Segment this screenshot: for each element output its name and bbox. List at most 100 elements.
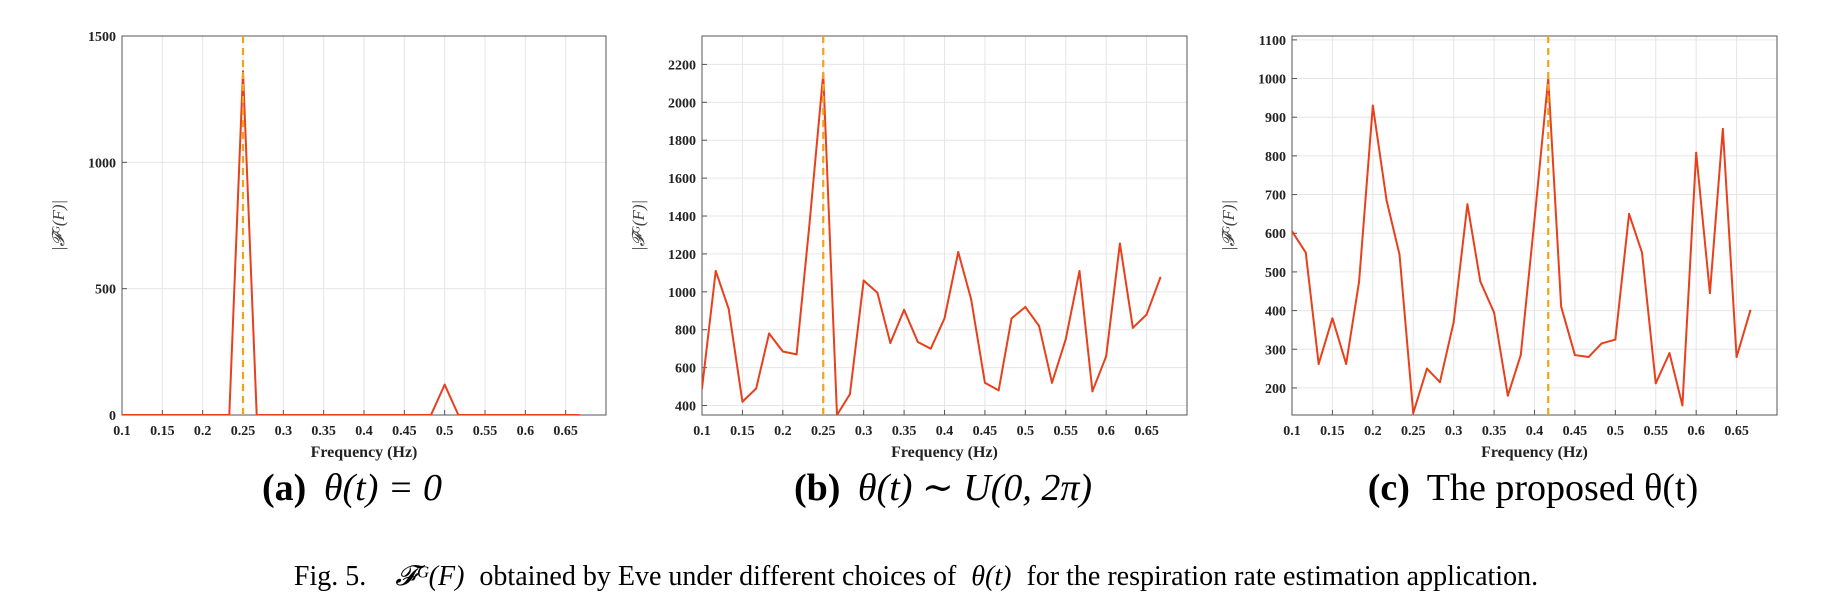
panel-b-point-4 <box>755 387 758 390</box>
panel-c-title: (c) The proposed θ(t) <box>1368 467 1698 509</box>
panel-b-point-18 <box>943 317 946 320</box>
panel-b-point-12 <box>862 279 865 282</box>
panel-b: 0.1 0.15 0.2 0.25 0.3 0.35 0.4 0.45 0.5 0.55 0.6 0.… <box>629 35 1188 461</box>
panel-b-ylabel: |𝓕ᴳ(F)| <box>629 200 648 251</box>
panel-a-ytick-label-2: 1000 <box>88 156 116 171</box>
panel-c-point-13 <box>1466 203 1469 206</box>
panel-b-point-20 <box>970 298 973 301</box>
figure-caption: Fig. 5. 𝓕ᴳ(F) obtained by Eve under diff… <box>294 561 1538 592</box>
panel-b-xtick-label-9: 0.55 <box>1054 424 1079 439</box>
panel-a-label: (a) <box>262 467 306 509</box>
panel-c-point-25 <box>1628 212 1631 215</box>
panel-b-point-31 <box>1118 242 1121 245</box>
panel-c-point-21 <box>1573 354 1576 357</box>
panel-a-ytick-label-3: 1500 <box>88 30 116 45</box>
panel-a-point-13 <box>296 414 299 415</box>
panel-c-ytick-label-1: 300 <box>1265 343 1286 358</box>
panel-b-xtick-label-3: 0.25 <box>811 424 836 439</box>
caption-text-1: obtained by Eve under different choices … <box>479 561 957 592</box>
panel-a-point-30 <box>524 414 527 415</box>
panel-c-point-1 <box>1304 251 1307 254</box>
panel-c-ytick-label-8: 1000 <box>1258 73 1286 88</box>
panel-a-ytick-label-1: 500 <box>95 283 116 298</box>
panel-a-point-7 <box>215 414 218 415</box>
panel-b-ytick-label-9: 2200 <box>668 58 696 73</box>
panel-a-xtick-label-10: 0.6 <box>517 424 535 439</box>
panel-c-point-30 <box>1695 151 1698 154</box>
panel-b-xtick-label-4: 0.3 <box>855 424 873 439</box>
panel-a-point-28 <box>497 414 500 415</box>
panel-c: 0.1 0.15 0.2 0.25 0.3 0.35 0.4 0.45 0.5 0.55 0.6 0.… <box>1219 34 1778 461</box>
panel-b-point-24 <box>1024 305 1027 308</box>
panel-a-xtick-label-5: 0.35 <box>311 424 336 439</box>
panel-c-ytick-label-3: 500 <box>1265 266 1286 281</box>
caption-text-2: for the respiration rate estimation appl… <box>1026 561 1538 592</box>
panel-c-point-27 <box>1654 382 1657 385</box>
panel-b-point-15 <box>903 308 906 311</box>
caption-math: 𝓕ᴳ(F) <box>395 561 464 592</box>
panel-b-point-2 <box>727 307 730 310</box>
panel-c-point-29 <box>1681 404 1684 407</box>
panel-c-text: The proposed θ(t) <box>1427 467 1698 509</box>
panel-a-point-34 <box>578 414 581 415</box>
panel-c-ytick-label-2: 400 <box>1265 305 1286 320</box>
panel-c-point-9 <box>1412 412 1415 415</box>
panel-a-point-8 <box>228 414 231 415</box>
panel-a-xtick-label-6: 0.4 <box>355 424 373 439</box>
panel-a-point-12 <box>282 414 285 415</box>
panel-b-point-33 <box>1145 313 1148 316</box>
panel-b-xtick-label-10: 0.6 <box>1097 424 1115 439</box>
panel-b-xtick-label-6: 0.4 <box>936 424 954 439</box>
panel-a-xtick-label-11: 0.65 <box>553 424 578 439</box>
panel-a-xtick-label-1: 0.15 <box>150 424 175 439</box>
panel-c-point-23 <box>1600 342 1603 345</box>
panel-c-point-33 <box>1735 355 1738 358</box>
panel-a-point-4 <box>175 414 178 415</box>
panel-c-label: (c) <box>1368 467 1410 509</box>
panel-a-point-5 <box>187 414 190 415</box>
panel-c-point-16 <box>1506 394 1509 397</box>
panel-c-ytick-label-9: 1100 <box>1259 34 1286 49</box>
panel-c-point-0 <box>1292 230 1293 233</box>
panel-c-ytick-label-4: 600 <box>1265 227 1286 242</box>
panel-c-point-17 <box>1519 354 1522 357</box>
panel-b-ytick-label-6: 1600 <box>668 172 696 187</box>
panel-c-ytick-label-0: 200 <box>1265 382 1286 397</box>
panel-c-point-14 <box>1479 280 1482 283</box>
panel-c-xtick-label-2: 0.2 <box>1364 424 1382 439</box>
panel-c-point-10 <box>1425 367 1428 370</box>
panel-c-xtick-label-4: 0.3 <box>1445 424 1463 439</box>
caption-label: Fig. 5. <box>294 561 366 592</box>
panel-b-point-26 <box>1051 381 1054 384</box>
panel-c-ytick-label-6: 800 <box>1265 150 1286 165</box>
panel-b-point-34 <box>1159 276 1162 279</box>
panel-a-xtick-label-0: 0.1 <box>113 424 131 439</box>
panel-a-xtick-label-9: 0.55 <box>473 424 498 439</box>
panel-b-point-25 <box>1038 324 1041 327</box>
panel-a-point-19 <box>376 414 379 415</box>
panel-c-point-12 <box>1452 321 1455 324</box>
panel-b-point-14 <box>889 341 892 344</box>
panel-a-math: θ(t) = 0 <box>324 467 442 509</box>
panel-c-ytick-label-7: 900 <box>1265 111 1286 126</box>
panel-b-point-6 <box>781 350 784 353</box>
panel-a-point-1 <box>134 414 137 415</box>
panel-b-xtick-label-11: 0.65 <box>1134 424 1159 439</box>
panel-b-point-16 <box>916 341 919 344</box>
panel-b-point-7 <box>795 353 798 356</box>
panel-b-xlabel: Frequency (Hz) <box>891 444 998 461</box>
panel-b-point-30 <box>1105 355 1108 358</box>
panel-c-point-22 <box>1587 355 1590 358</box>
panel-b-point-13 <box>876 291 879 294</box>
panel-b-point-19 <box>957 251 960 254</box>
panel-a-point-0 <box>122 414 123 415</box>
panel-b-point-5 <box>768 332 771 335</box>
panel-a-point-20 <box>389 414 392 415</box>
panel-c-xtick-label-7: 0.45 <box>1563 424 1588 439</box>
panel-b-point-28 <box>1078 269 1081 272</box>
panel-b-ytick-label-1: 600 <box>675 362 696 377</box>
panel-a-ylabel: |𝓕ᴳ(F)| <box>49 200 68 251</box>
panel-b-ytick-label-5: 1400 <box>668 210 696 225</box>
